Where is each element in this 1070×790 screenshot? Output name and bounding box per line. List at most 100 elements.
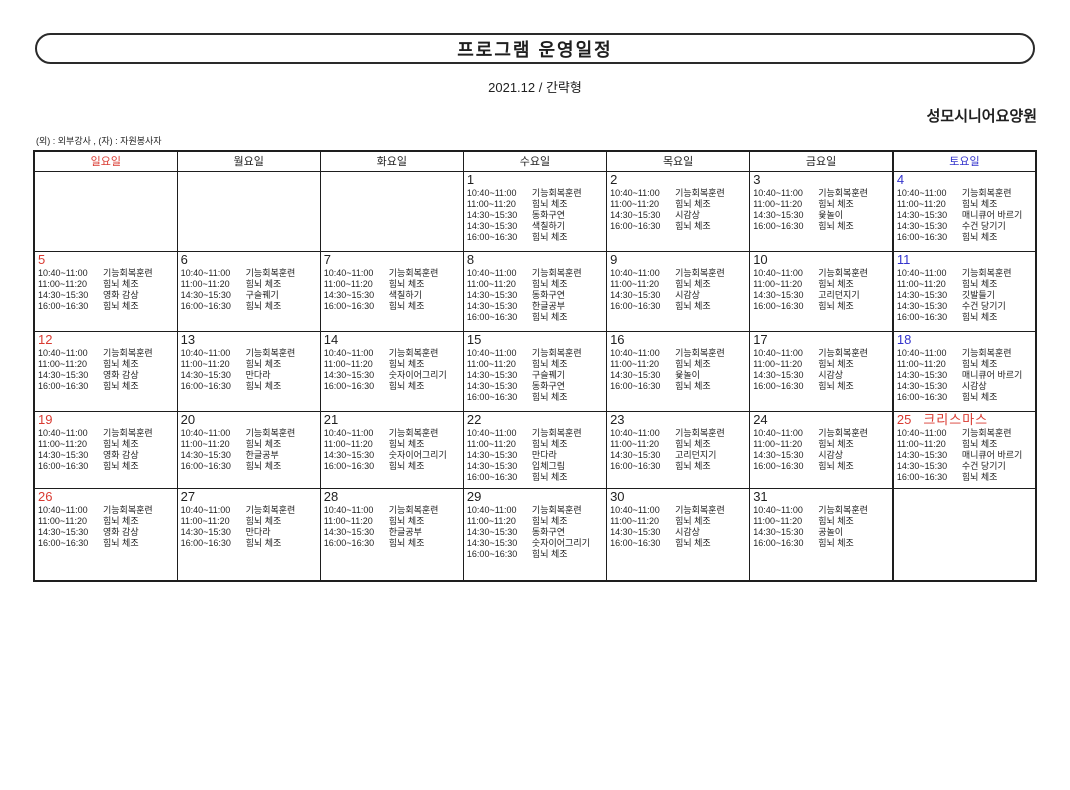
day-cell-20: 20 10:40~11:00 기능회복훈련 11:00~11:20 힘뇌 체조 14:30… xyxy=(176,410,321,489)
entry-time: 14:30~15:30 xyxy=(896,380,948,391)
schedule-entry: 10:40~11:00 기능회복훈련 xyxy=(181,428,318,439)
schedule-entry: 14:30~15:30 숫자이어그리기 xyxy=(467,538,604,549)
entry-time: 10:40~11:00 xyxy=(180,267,231,278)
entry-time: 11:00~11:20 xyxy=(38,278,87,289)
schedule-entry: 14:30~15:30 구슬꿰기 xyxy=(467,370,604,381)
entry-time: 16:00~16:30 xyxy=(610,380,661,391)
entry-activity: 시감상 xyxy=(818,369,844,380)
entry-activity: 기능회복훈련 xyxy=(388,347,439,358)
week-row: 19 10:40~11:00 기능회복훈련 11:00~11:20 힘뇌 체조 14:30… xyxy=(33,410,1037,489)
schedule-entry: 11:00~11:20 힘뇌 체조 xyxy=(610,439,747,450)
date-number: 2 xyxy=(610,171,618,187)
entry-activity: 한글공부 xyxy=(531,300,566,311)
date-number: 6 xyxy=(180,251,188,267)
entry-time: 11:00~11:20 xyxy=(610,358,660,369)
entry-time: 14:30~15:30 xyxy=(38,289,89,300)
entry-time: 16:00~16:30 xyxy=(38,300,89,311)
schedule-entry: 10:40~11:00 기능회복훈련 xyxy=(181,348,318,359)
entry-time: 10:40~11:00 xyxy=(180,347,231,358)
entry-time: 14:30~15:30 xyxy=(610,369,661,380)
entry-activity: 힘뇌 체조 xyxy=(675,438,711,449)
entry-activity: 힘뇌 체조 xyxy=(245,300,282,311)
date-number: 20 xyxy=(180,411,196,427)
entry-activity: 힘뇌 체조 xyxy=(961,391,998,402)
schedule-entry: 10:40~11:00 기능회복훈련 xyxy=(897,348,1033,359)
schedule-entry: 16:00~16:30 힘뇌 체조 xyxy=(467,232,604,243)
schedule-entry: 14:30~15:30 영화 감상 xyxy=(38,370,175,381)
day-cell-19: 19 10:40~11:00 기능회복훈련 11:00~11:20 힘뇌 체조 14:30… xyxy=(33,410,178,489)
schedule-entry: 16:00~16:30 힘뇌 체조 xyxy=(610,221,747,232)
entry-time: 16:00~16:30 xyxy=(180,380,231,391)
entry-time: 11:00~11:20 xyxy=(466,198,516,209)
entry-activity: 힘뇌 체조 xyxy=(675,358,711,369)
schedule-entry: 16:00~16:30 힘뇌 체조 xyxy=(324,461,461,472)
entry-time: 10:40~11:00 xyxy=(323,504,374,515)
entry-time: 14:30~15:30 xyxy=(753,289,804,300)
entry-activity: 힘뇌 체조 xyxy=(388,380,425,391)
entry-activity: 기능회복훈련 xyxy=(388,427,439,438)
entry-activity: 만다라 xyxy=(245,526,271,537)
entry-time: 16:00~16:30 xyxy=(896,391,948,402)
schedule-entry: 11:00~11:20 힘뇌 체조 xyxy=(897,279,1033,290)
day-cell-2: 2 10:40~11:00 기능회복훈련 11:00~11:20 힘뇌 체조 14:30~… xyxy=(606,170,751,252)
day-header-tue: 화요일 xyxy=(319,150,464,172)
entry-activity: 힘뇌 체조 xyxy=(388,300,425,311)
entry-time: 11:00~11:20 xyxy=(896,198,946,209)
entry-activity: 힘뇌 체조 xyxy=(531,548,568,559)
entry-time: 11:00~11:20 xyxy=(323,515,373,526)
schedule-entry: 14:30~15:30 공놀이 xyxy=(753,527,890,538)
schedule-entry: 14:30~15:30 고리던지기 xyxy=(753,290,890,301)
schedule-entry: 14:30~15:30 영화 감상 xyxy=(38,527,175,538)
entry-activity: 기능회복훈련 xyxy=(961,267,1012,278)
day-cell-25: 25 크리스마스 10:40~11:00 기능회복훈련 11:00~11:20 힘뇌 체조… xyxy=(891,410,1037,489)
entry-activity: 기능회복훈련 xyxy=(388,504,439,515)
schedule-entry: 11:00~11:20 힘뇌 체조 xyxy=(38,439,175,450)
entry-time: 16:00~16:30 xyxy=(466,391,518,402)
schedule-entry: 14:30~15:30 숫자이어그리기 xyxy=(324,450,461,461)
entry-time: 16:00~16:30 xyxy=(753,460,804,471)
entry-time: 14:30~15:30 xyxy=(38,526,89,537)
entry-activity: 힘뇌 체조 xyxy=(103,460,139,471)
schedule-entry: 14:30~15:30 한글공부 xyxy=(324,527,461,538)
date-line: 31 xyxy=(753,489,890,504)
schedule-entry: 14:30~15:30 매니큐어 바르기 xyxy=(897,450,1033,461)
schedule-entry: 14:30~15:30 시감상 xyxy=(753,370,890,381)
entry-activity: 힘뇌 체조 xyxy=(818,380,854,391)
entry-time: 14:30~15:30 xyxy=(38,369,89,380)
day-header-mon: 월요일 xyxy=(176,150,321,172)
entry-activity: 힘뇌 체조 xyxy=(818,300,854,311)
day-cell-28: 28 10:40~11:00 기능회복훈련 11:00~11:20 힘뇌 체조 14:30… xyxy=(319,487,464,582)
entry-time: 16:00~16:30 xyxy=(466,311,518,322)
schedule-entry: 16:00~16:30 힘뇌 체조 xyxy=(38,461,175,472)
day-header-wed: 수요일 xyxy=(462,150,608,172)
schedule-entry: 14:30~15:30 한글공부 xyxy=(467,301,604,312)
schedule-entry: 14:30~15:30 시감상 xyxy=(610,210,747,221)
entry-activity: 힘뇌 체조 xyxy=(961,231,998,242)
schedule-entry: 14:30~15:30 영화 감상 xyxy=(38,290,175,301)
day-cell-30: 30 10:40~11:00 기능회복훈련 11:00~11:20 힘뇌 체조 14:30… xyxy=(606,487,751,582)
schedule-entry: 10:40~11:00 기능회복훈련 xyxy=(610,428,747,439)
entry-time: 14:30~15:30 xyxy=(466,220,518,231)
date-line: 15 xyxy=(467,332,604,347)
entry-activity: 기능회복훈련 xyxy=(818,347,868,358)
entry-time: 10:40~11:00 xyxy=(753,427,803,438)
date-line: 2 xyxy=(610,171,747,187)
date-line: 4 xyxy=(897,172,1033,187)
schedule-entry: 10:40~11:00 기능회복훈련 xyxy=(753,268,890,279)
schedule-entry: 10:40~11:00 기능회복훈련 xyxy=(610,188,747,199)
entry-activity: 힘뇌 체조 xyxy=(103,438,139,449)
schedule-entry: 16:00~16:30 힘뇌 체조 xyxy=(467,472,604,483)
entry-time: 10:40~11:00 xyxy=(753,504,803,515)
entry-activity: 입체그림 xyxy=(531,460,566,471)
entry-activity: 기능회복훈련 xyxy=(675,427,725,438)
entry-time: 14:30~15:30 xyxy=(466,209,518,220)
schedule-entry: 16:00~16:30 힘뇌 체조 xyxy=(753,301,890,312)
entry-activity: 수건 당기기 xyxy=(961,220,1006,231)
schedule-entry: 16:00~16:30 힘뇌 체조 xyxy=(897,472,1033,483)
entry-activity: 기능회복훈련 xyxy=(531,187,582,198)
schedule-entry: 14:30~15:30 매니큐어 바르기 xyxy=(897,210,1033,221)
day-cell-empty xyxy=(891,487,1037,582)
schedule-entry: 16:00~16:30 힘뇌 체조 xyxy=(38,301,175,312)
schedule-entry: 10:40~11:00 기능회복훈련 xyxy=(324,428,461,439)
entry-time: 16:00~16:30 xyxy=(180,537,231,548)
